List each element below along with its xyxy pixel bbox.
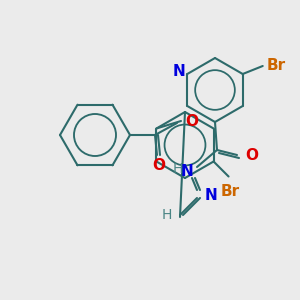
Text: O: O (152, 158, 166, 172)
Text: H: H (173, 162, 183, 176)
Text: O: O (185, 113, 198, 128)
Text: Br: Br (267, 58, 286, 73)
Text: O: O (245, 148, 258, 163)
Text: N: N (205, 188, 218, 203)
Text: Br: Br (221, 184, 240, 200)
Text: H: H (162, 208, 172, 222)
Text: N: N (173, 64, 186, 80)
Text: N: N (181, 164, 194, 179)
